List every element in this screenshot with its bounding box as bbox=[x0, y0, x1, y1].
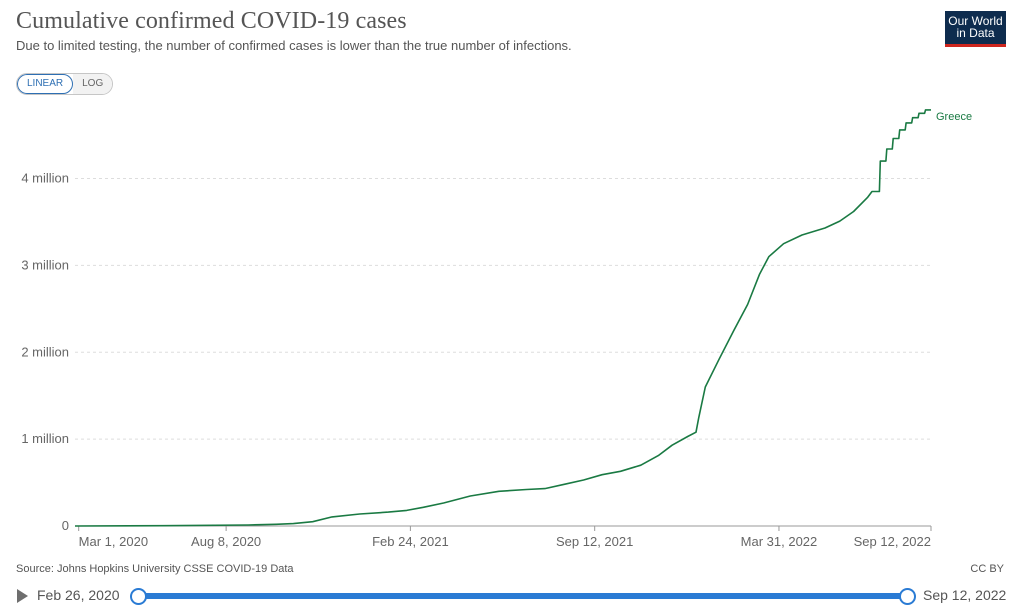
play-icon[interactable] bbox=[17, 589, 28, 603]
x-tick-label: Feb 24, 2021 bbox=[372, 534, 449, 549]
y-tick-label: 4 million bbox=[21, 171, 69, 186]
chart-subtitle: Due to limited testing, the number of co… bbox=[16, 38, 572, 53]
timeline-end-label: Sep 12, 2022 bbox=[923, 587, 1007, 603]
linear-scale-button[interactable]: LINEAR bbox=[17, 74, 74, 94]
timeline: Feb 26, 2020 Sep 12, 2022 bbox=[0, 584, 1018, 608]
x-tick-label: Mar 31, 2022 bbox=[741, 534, 818, 549]
y-tick-label: 3 million bbox=[21, 257, 69, 272]
x-tick-label: Sep 12, 2021 bbox=[556, 534, 633, 549]
logo-line-2: in Data bbox=[956, 26, 995, 40]
series-line-greece[interactable] bbox=[74, 109, 931, 527]
line-chart: 0 1 million 2 million 3 million 4 million Mar… bbox=[21, 109, 972, 549]
timeline-end-handle[interactable] bbox=[899, 588, 916, 605]
timeline-track[interactable] bbox=[138, 593, 908, 599]
owid-logo[interactable]: Our World in Data bbox=[945, 11, 1006, 47]
log-scale-button[interactable]: LOG bbox=[73, 74, 113, 94]
y-tick-label: 1 million bbox=[21, 431, 69, 446]
y-tick-label: 0 bbox=[62, 518, 69, 533]
chart-title: Cumulative confirmed COVID-19 cases bbox=[16, 8, 407, 34]
y-tick-label: 2 million bbox=[21, 344, 69, 359]
x-tick-label: Mar 1, 2020 bbox=[79, 534, 148, 549]
timeline-start-label: Feb 26, 2020 bbox=[37, 587, 120, 603]
series-label[interactable]: Greece bbox=[936, 111, 972, 123]
source-note: Source: Johns Hopkins University CSSE CO… bbox=[16, 563, 294, 575]
license-link[interactable]: CC BY bbox=[970, 563, 1004, 575]
x-tick-label: Aug 8, 2020 bbox=[191, 534, 261, 549]
x-tick-label: Sep 12, 2022 bbox=[854, 534, 931, 549]
scale-toggle: LINEAR LOG bbox=[16, 73, 114, 95]
timeline-start-handle[interactable] bbox=[130, 588, 147, 605]
logo-line-1: Our World bbox=[948, 14, 1003, 28]
